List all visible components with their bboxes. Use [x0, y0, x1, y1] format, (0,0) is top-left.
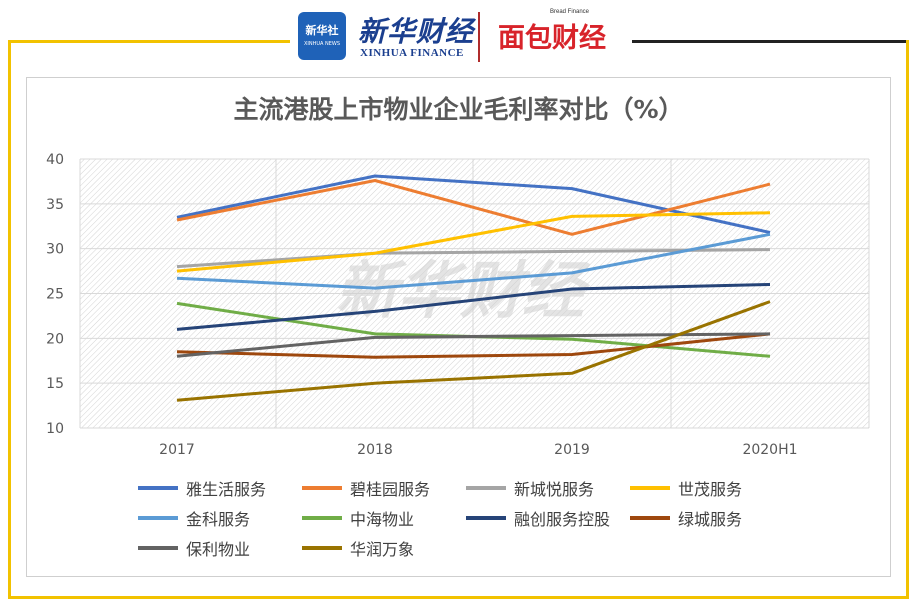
legend-item: 融创服务控股 [466, 504, 610, 532]
x-tick-label: 2020H1 [742, 442, 797, 458]
legend-swatch [138, 516, 178, 520]
legend-label: 绿城服务 [678, 510, 743, 529]
legend-label: 雅生活服务 [186, 480, 267, 499]
series-line-1 [176, 179, 771, 236]
legend-item: 保利物业 [138, 534, 250, 562]
legend-label: 华润万象 [350, 540, 415, 559]
logo-separator [478, 12, 480, 62]
x-tick-label: 2018 [357, 442, 393, 458]
xinhua-finance-cn-logo: 新华财经 [358, 15, 475, 48]
frame-top-right-bar [632, 40, 908, 43]
legend-label: 世茂服务 [678, 480, 743, 499]
legend-label: 金科服务 [186, 510, 251, 529]
legend-item: 世茂服务 [630, 474, 742, 502]
y-tick-label: 35 [46, 197, 64, 213]
legend-item: 金科服务 [138, 504, 250, 532]
series-lines [176, 174, 771, 402]
legend-swatch [630, 486, 670, 490]
legend-swatch [466, 516, 506, 520]
legend-swatch [630, 516, 670, 520]
logo-box-line1: 新华社 [305, 24, 339, 37]
bread-finance-cn-logo: 面包财经 [498, 23, 606, 54]
y-tick-label: 40 [46, 152, 64, 168]
bread-finance-en-logo: Bread Finance [550, 9, 590, 15]
series-line-8 [176, 332, 771, 358]
legend-label: 融创服务控股 [514, 510, 611, 529]
x-tick-label: 2017 [159, 442, 195, 458]
xinhua-finance-en-logo: XINHUA FINANCE [360, 47, 464, 59]
y-tick-label: 15 [46, 376, 64, 392]
legend-label: 新城悦服务 [514, 480, 595, 499]
y-tick-label: 10 [46, 421, 64, 437]
series-line-2 [176, 248, 771, 269]
legend-item: 碧桂园服务 [302, 474, 430, 502]
legend-swatch [302, 516, 342, 520]
y-tick-label: 30 [46, 242, 64, 258]
legend-item: 华润万象 [302, 534, 414, 562]
xinhua-news-logo: 新华社 XINHUA NEWS [298, 12, 346, 60]
legend-label: 碧桂园服务 [350, 480, 431, 499]
y-tick-label: 25 [46, 287, 64, 303]
x-tick-label: 2019 [554, 442, 590, 458]
series-line-4 [176, 232, 771, 290]
legend-label: 中海物业 [350, 510, 415, 529]
legend-label: 保利物业 [186, 540, 251, 559]
logo-box-line2: XINHUA NEWS [303, 41, 341, 47]
legend-swatch [302, 486, 342, 490]
legend-item: 新城悦服务 [466, 474, 594, 502]
series-line-9 [176, 300, 771, 402]
legend-item: 绿城服务 [630, 504, 742, 532]
legend-swatch [138, 486, 178, 490]
frame-right-bar [906, 40, 909, 599]
series-line-3 [176, 211, 771, 273]
chart-title: 主流港股上市物业企业毛利率对比（%） [233, 95, 684, 124]
series-line-7 [176, 332, 771, 359]
legend-swatch [302, 546, 342, 550]
legend-swatch [138, 546, 178, 550]
y-tick-label: 20 [46, 331, 64, 347]
legend-swatch [466, 486, 506, 490]
axis-ticks: 10 15 20 25 30 35 40 2017 2018 2019 2020H1 [46, 152, 797, 458]
outer-frame [8, 40, 908, 599]
legend-item: 雅生活服务 [138, 474, 266, 502]
frame-top-left-bar [8, 40, 290, 43]
series-line-6 [176, 283, 771, 331]
legend-item: 中海物业 [302, 504, 414, 532]
